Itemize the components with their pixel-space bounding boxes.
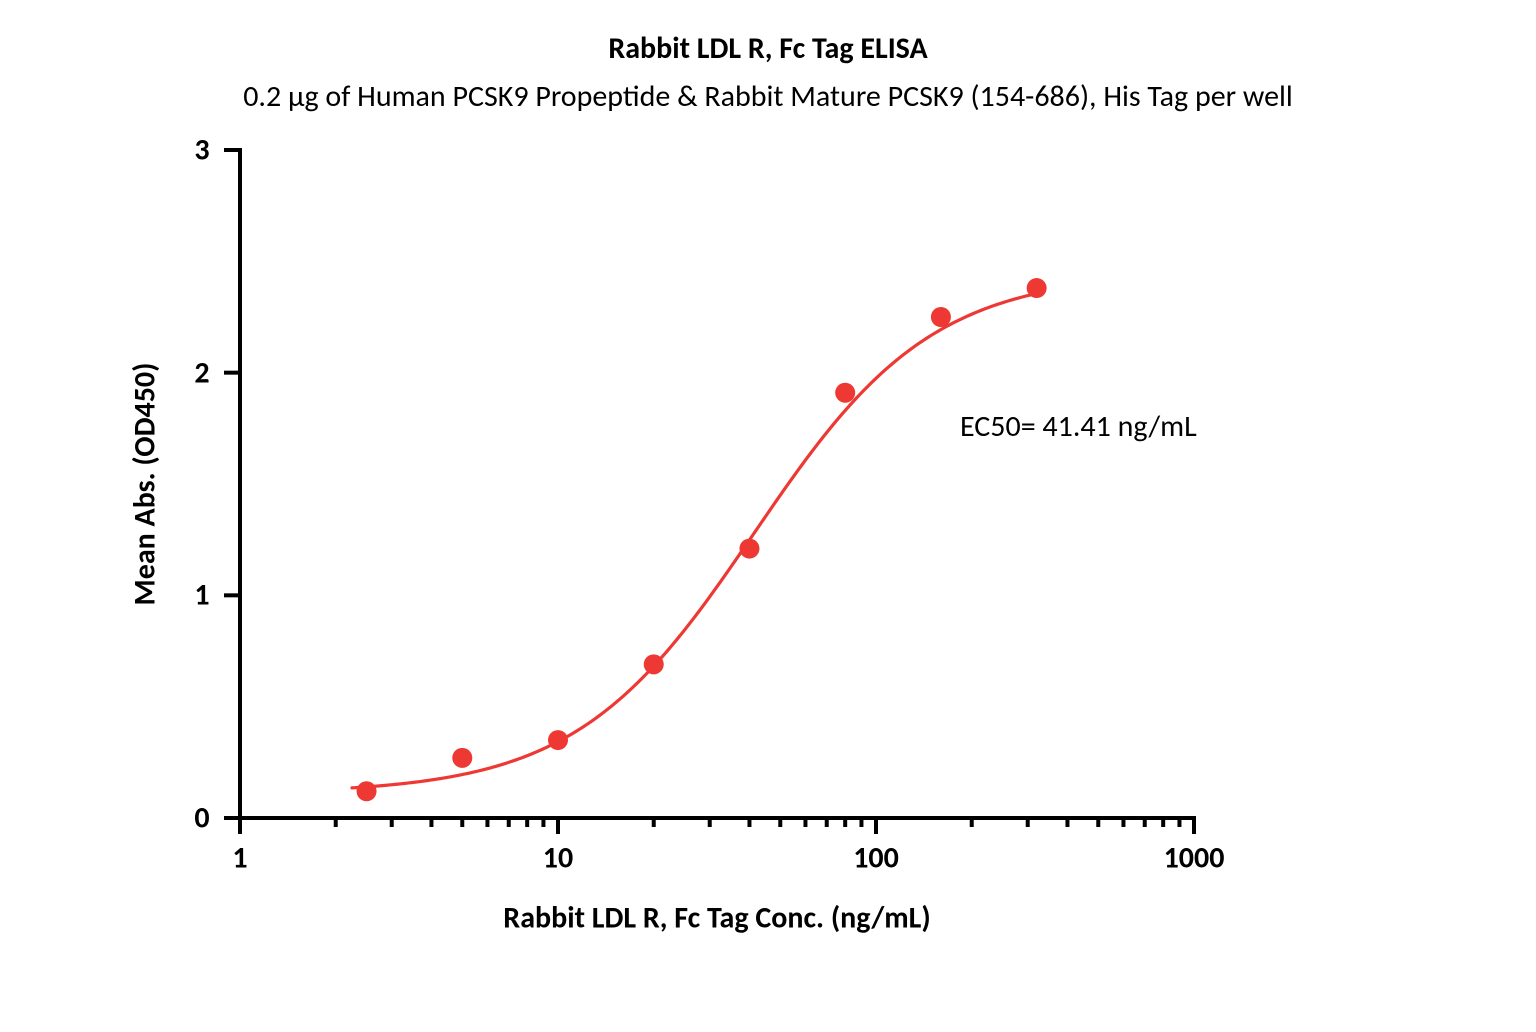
y-tick-label: 0 — [194, 800, 209, 837]
x-tick-label: 10 — [543, 840, 573, 877]
plot-area: Mean Abs. (OD450) Rabbit LDL R, Fc Tag C… — [240, 150, 1194, 823]
y-tick-label: 2 — [194, 354, 209, 391]
y-tick-label: 1 — [194, 577, 209, 614]
chart-subtitle: 0.2 μg of Human PCSK9 Propeptide & Rabbi… — [0, 78, 1536, 115]
ec50-annotation: EC50= 41.41 ng/mL — [960, 408, 1197, 445]
plot-svg — [240, 150, 1194, 818]
y-axis-title: Mean Abs. (OD450) — [127, 363, 164, 606]
x-axis-title: Rabbit LDL R, Fc Tag Conc. (ng/mL) — [503, 900, 930, 937]
x-tick-label: 1000 — [1164, 840, 1225, 877]
x-tick-label: 1 — [232, 840, 247, 877]
x-tick-label: 100 — [853, 840, 899, 877]
y-tick-label: 3 — [194, 132, 209, 169]
chart-title: Rabbit LDL R, Fc Tag ELISA — [0, 30, 1536, 67]
